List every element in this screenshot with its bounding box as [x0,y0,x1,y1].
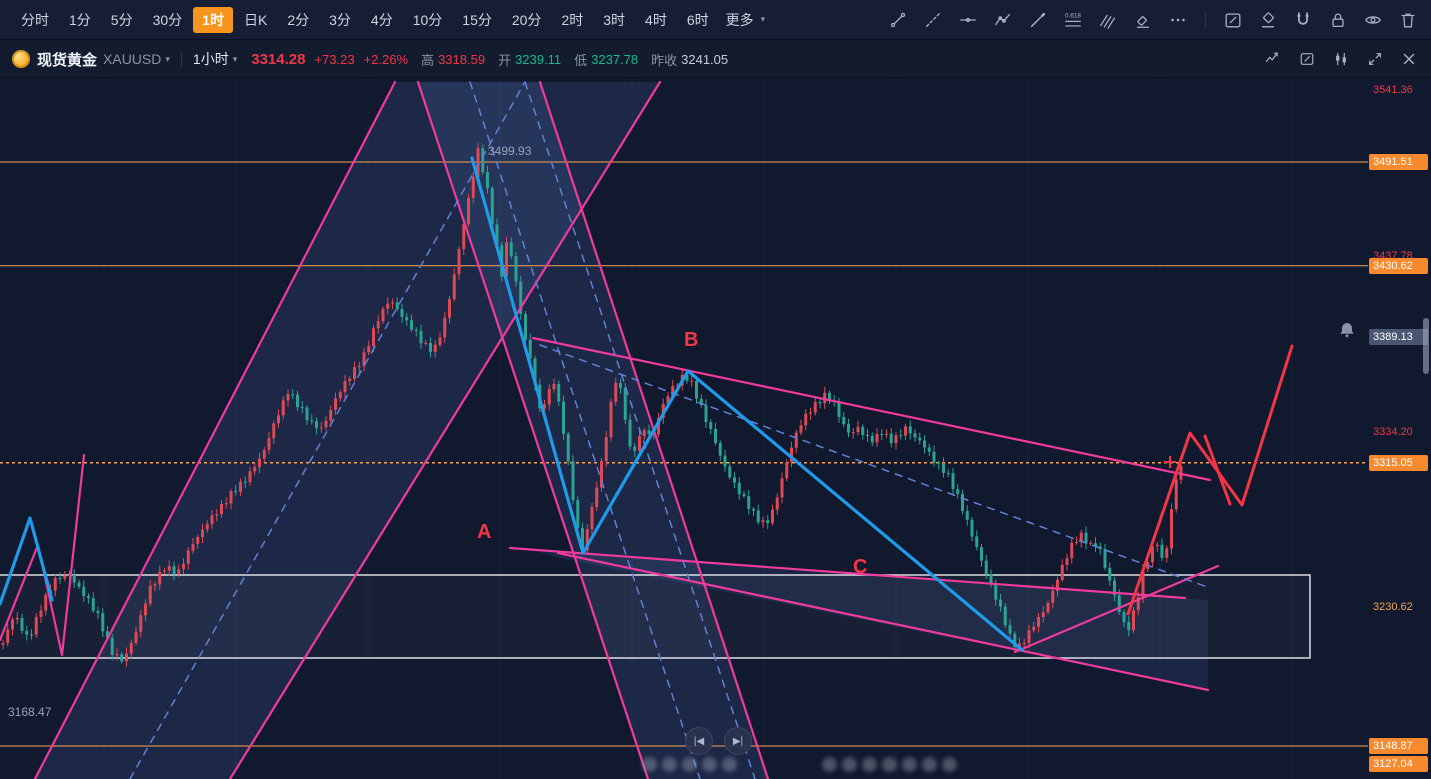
symbol-bar: 现货黄金 XAUUSD ▾ 1小时 ▾ 3314.28 +73.23 +2.26… [0,41,1431,78]
timeframe-3时[interactable]: 3时 [603,11,626,28]
note-icon[interactable] [1222,9,1244,31]
timeframe-list: 分时 1分 5分 30分 1时 日K 2分 3分 4分 10分 15分 20分 2时 3时 4时 6时 更多 ▾ [12,6,772,33]
candles [1,142,1183,667]
trash-icon[interactable] [1397,9,1419,31]
horizontal-line-icon[interactable] [957,9,979,31]
magnet-icon[interactable] [1292,9,1314,31]
visibility-icon[interactable] [1362,9,1384,31]
interval-selector[interactable]: 1小时 ▾ [193,49,237,69]
symbol-selector[interactable]: 现货黄金 XAUUSD ▾ [12,49,170,70]
svg-text:A: A [477,521,491,543]
playback-controls: |◀ ▶| [685,727,752,755]
price-axis-label: 3315.05 [1369,455,1428,471]
polyline-icon[interactable] [992,9,1014,31]
prev-close-label: 昨收 [651,52,678,68]
open-label: 开 [498,52,512,68]
fib-ratio-label: 0.618 [1065,12,1081,19]
alert-bell-icon [1340,323,1354,338]
price-axis-label: 3230.62 [1373,601,1413,613]
top-toolbar: 分时 1分 5分 30分 1时 日K 2分 3分 4分 10分 15分 20分 2时 3时 4时 6时 更多 ▾ [0,0,1431,40]
price-change: +73.23 [314,51,355,67]
symbol-name: 现货黄金 [37,51,98,69]
last-price: 3314.28 [251,50,306,68]
timeframe-1分[interactable]: 1分 [69,11,91,28]
toolbar-divider [1205,10,1206,29]
svg-text:C: C [853,556,867,578]
price-axis-label: 3334.20 [1373,426,1413,438]
axis-scrollbar[interactable] [1423,318,1429,374]
timeframe-30分[interactable]: 30分 [152,11,183,28]
high-label: 高 [421,52,435,68]
price-change-pct: +2.26% [363,51,409,67]
high-value: 3318.59 [438,51,486,67]
step-forward-button[interactable]: ▶| [724,727,752,755]
timeframe-2分[interactable]: 2分 [287,11,310,28]
svg-text:B: B [684,329,698,351]
fib-retracement-icon[interactable]: 0.618 [1062,9,1084,31]
timeframe-2时[interactable]: 2时 [561,11,584,28]
timeframe-15分[interactable]: 15分 [462,11,492,28]
symbol-ticker: XAUUSD [103,51,162,67]
svg-text:3499.93: 3499.93 [488,144,532,158]
more-tools-icon[interactable] [1167,9,1189,31]
eraser-icon[interactable] [1132,9,1154,31]
prev-close-value: 3241.05 [681,51,729,67]
current-interval: 1小时 [192,51,229,67]
drawing-toolbar: 0.618 [887,9,1419,31]
close-icon[interactable] [1399,49,1419,69]
timeframe-more-button[interactable]: 更多 ▾ [720,10,772,30]
step-back-button[interactable]: |◀ [685,727,713,755]
brush-icon[interactable] [1027,9,1049,31]
remove-shapes-icon[interactable] [1257,9,1279,31]
timeframe-3分[interactable]: 3分 [329,11,351,28]
price-axis-label: 3389.13 [1369,329,1428,345]
blurred-watermark [642,757,737,772]
low-value: 3237.78 [591,51,639,67]
overlay-icon[interactable] [1263,49,1283,69]
timeframe-6时[interactable]: 6时 [686,11,709,28]
chevron-down-icon: ▾ [232,53,238,64]
price-axis[interactable]: 3541.36 3491.51 3437.78 3430.62 3389.13 3334.… [1368,78,1431,779]
divider [180,51,182,67]
timeframe-分时[interactable]: 分时 [21,11,49,28]
pitchfork-icon[interactable] [1097,9,1119,31]
timeframe-5分[interactable]: 5分 [110,11,133,28]
timeframe-4时[interactable]: 4时 [645,11,667,28]
gold-coin-icon [12,50,30,68]
timeframe-4分[interactable]: 4分 [370,11,393,28]
price-axis-label: 3541.36 [1373,84,1413,96]
edit-icon[interactable] [1297,49,1317,69]
timeframe-日K[interactable]: 日K [243,11,268,28]
chevron-down-icon: ▾ [165,53,170,64]
timeframe-20分[interactable]: 20分 [511,11,542,28]
timeframe-1时[interactable]: 1时 [193,6,233,33]
price-chart[interactable]: A B C 3499.93 3168.47 [0,78,1431,779]
price-axis-label: 3127.04 [1369,756,1428,772]
trend-line-icon[interactable] [887,9,909,31]
timeframe-10分[interactable]: 10分 [412,11,443,28]
fullscreen-icon[interactable] [1365,49,1385,69]
price-axis-label: 3430.62 [1369,258,1428,274]
more-label: 更多 [725,11,754,28]
svg-text:3168.47: 3168.47 [8,705,52,719]
price-axis-label: 3491.51 [1369,154,1428,170]
indicators-icon[interactable] [1331,49,1351,69]
open-value: 3239.11 [515,51,562,67]
price-axis-label: 3148.87 [1369,738,1428,754]
low-label: 低 [574,52,588,68]
chevron-down-icon: ▾ [760,14,766,24]
blurred-watermark [822,757,957,772]
ray-icon[interactable] [922,9,944,31]
lock-icon[interactable] [1327,9,1349,31]
